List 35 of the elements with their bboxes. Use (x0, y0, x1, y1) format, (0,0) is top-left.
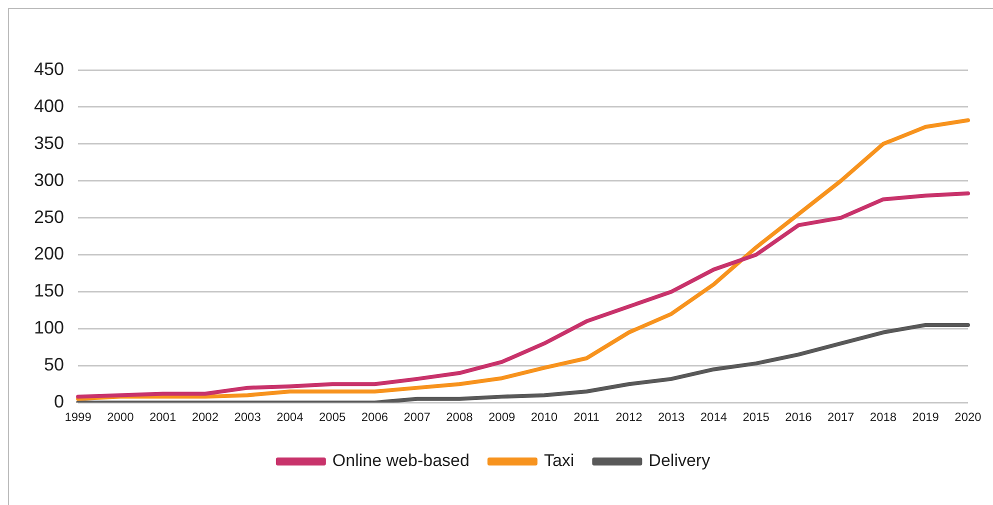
x-tick-label: 2009 (488, 410, 516, 424)
x-tick-label: 2016 (785, 410, 812, 424)
y-tick-label: 100 (34, 318, 64, 338)
x-tick-label: 2001 (149, 410, 176, 424)
x-tick-label: 2019 (912, 410, 940, 424)
x-tick-label: 2017 (828, 410, 855, 424)
legend-label: Delivery (648, 451, 711, 470)
x-tick-label: 2003 (234, 410, 262, 424)
x-tick-label: 2006 (361, 410, 388, 424)
x-tick-label: 2013 (658, 410, 686, 424)
x-tick-label: 2004 (276, 410, 304, 424)
y-tick-label: 400 (34, 96, 64, 116)
x-tick-label: 2020 (954, 410, 982, 424)
x-tick-label: 2002 (192, 410, 219, 424)
x-tick-label: 2018 (870, 410, 897, 424)
x-tick-label: 2005 (318, 410, 346, 424)
y-tick-label: 0 (54, 392, 64, 412)
x-tick-label: 2010 (530, 410, 558, 424)
x-tick-label: 2012 (616, 410, 643, 424)
y-tick-label: 300 (34, 170, 64, 190)
legend-label: Online web-based (332, 451, 470, 470)
x-tick-label: 2000 (107, 410, 134, 424)
x-tick-label: 2007 (404, 410, 431, 424)
x-tick-label: 2008 (446, 410, 474, 424)
x-tick-label: 2011 (574, 410, 600, 424)
y-tick-label: 450 (34, 58, 64, 79)
legend-label: Taxi (544, 451, 574, 470)
y-tick-label: 150 (34, 280, 64, 301)
x-tick-label: 1999 (64, 410, 92, 424)
y-tick-label: 50 (44, 354, 64, 375)
y-tick-label: 350 (34, 132, 64, 153)
y-tick-label: 200 (34, 244, 64, 264)
x-tick-label: 2015 (742, 410, 770, 424)
y-tick-label: 250 (34, 206, 64, 227)
x-tick-label: 2014 (700, 410, 728, 424)
